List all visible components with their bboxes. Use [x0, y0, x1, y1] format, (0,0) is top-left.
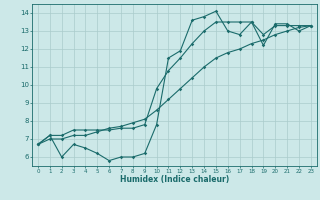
X-axis label: Humidex (Indice chaleur): Humidex (Indice chaleur) [120, 175, 229, 184]
